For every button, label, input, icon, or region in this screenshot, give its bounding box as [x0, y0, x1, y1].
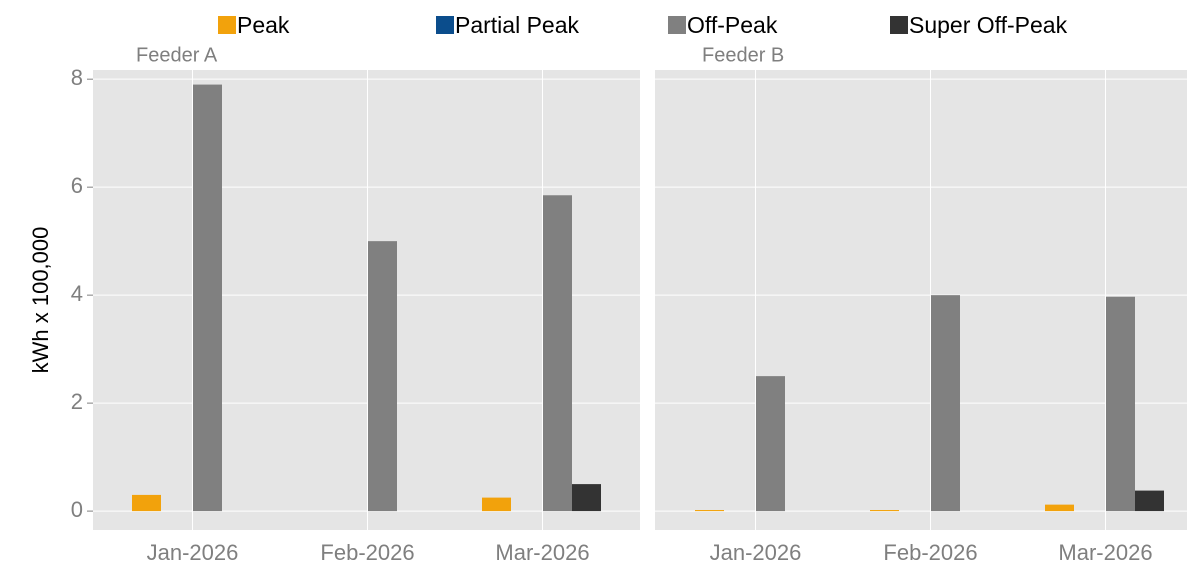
x-tick-label: Mar-2026 [1058, 540, 1152, 565]
legend-label: Peak [237, 12, 290, 38]
y-axis-label: kWh x 100,000 [28, 227, 53, 374]
y-tick-label: 4 [71, 281, 83, 306]
y-tick-label: 8 [71, 65, 83, 90]
bar [572, 484, 601, 512]
bar [756, 376, 785, 512]
y-tick-label: 2 [71, 389, 83, 414]
bar [931, 295, 960, 512]
bar [1106, 296, 1135, 512]
bar [870, 510, 899, 512]
legend-label: Partial Peak [455, 12, 580, 38]
legend-swatch [668, 16, 686, 34]
legend-swatch [890, 16, 908, 34]
bar [482, 497, 511, 512]
panel-background [655, 70, 1187, 530]
legend-label: Super Off-Peak [909, 12, 1068, 38]
x-tick-label: Jan-2026 [710, 540, 802, 565]
bar [368, 241, 397, 512]
bar [543, 195, 572, 512]
x-tick-label: Mar-2026 [495, 540, 589, 565]
bar [1045, 504, 1074, 512]
bar [1135, 490, 1164, 512]
panel-title: Feeder A [136, 44, 218, 66]
x-tick-label: Jan-2026 [147, 540, 239, 565]
y-tick-label: 6 [71, 173, 83, 198]
x-tick-label: Feb-2026 [883, 540, 977, 565]
bar [193, 84, 222, 512]
legend-label: Off-Peak [687, 12, 778, 38]
bar [695, 510, 724, 512]
panel-title: Feeder B [702, 44, 784, 66]
bar [132, 494, 161, 512]
x-tick-label: Feb-2026 [320, 540, 414, 565]
legend-swatch [218, 16, 236, 34]
y-tick-label: 0 [71, 497, 83, 522]
legend-swatch [436, 16, 454, 34]
